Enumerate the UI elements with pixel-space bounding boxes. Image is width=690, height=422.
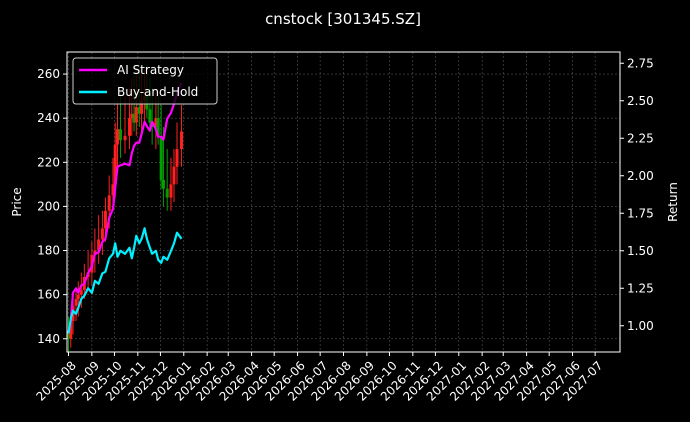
left-tick-label: 140: [37, 332, 60, 346]
candle-body: [67, 332, 71, 339]
candle-body: [103, 210, 107, 229]
candle-body: [180, 131, 184, 150]
candle-body: [128, 118, 132, 136]
right-tick-label: 1.75: [627, 206, 654, 220]
left-tick-label: 200: [37, 199, 60, 213]
right-tick-label: 1.00: [627, 319, 654, 333]
candle-body: [100, 228, 104, 240]
right-y-axis: 1.00 1.25 1.50 1.75 2.00 2.25 2.50 2.75: [620, 56, 654, 333]
candle-body: [111, 184, 115, 196]
left-tick-label: 160: [37, 288, 60, 302]
candle-body: [137, 107, 141, 114]
candle-body: [154, 118, 158, 127]
right-axis-label: Return: [666, 182, 680, 222]
candle-body: [130, 113, 134, 119]
buy-and-hold-line: [67, 227, 183, 334]
candle-body: [148, 109, 152, 123]
chart-title: cnstock [301345.SZ]: [265, 10, 421, 28]
right-tick-label: 2.75: [627, 56, 654, 70]
left-y-axis: 140 160 180 200 220 240 260: [37, 67, 67, 346]
left-axis-label: Price: [10, 187, 24, 216]
candle-body: [113, 144, 117, 185]
candle-body: [175, 149, 179, 167]
legend: AI Strategy Buy-and-Hold: [72, 57, 218, 105]
candle-body: [169, 184, 173, 198]
candle-body: [118, 129, 122, 141]
candle-body: [140, 100, 144, 114]
right-tick-label: 2.00: [627, 169, 654, 183]
legend-bh-label: Buy-and-Hold: [117, 85, 198, 99]
left-tick-label: 180: [37, 244, 60, 258]
series-lines: [67, 82, 183, 334]
candle-body: [115, 129, 119, 145]
candle-body: [79, 290, 83, 295]
candle-body: [69, 321, 73, 339]
right-tick-label: 2.50: [627, 94, 654, 108]
right-tick-label: 1.25: [627, 281, 654, 295]
candle-body: [165, 188, 169, 198]
ai-strategy-line: [67, 82, 183, 334]
candle-body: [97, 239, 101, 251]
candle-body: [156, 118, 160, 136]
candle-body: [76, 294, 80, 300]
left-tick-label: 240: [37, 111, 60, 125]
candle-body: [159, 135, 163, 180]
left-tick-label: 260: [37, 67, 60, 81]
left-tick-label: 220: [37, 155, 60, 169]
candle-body: [172, 166, 176, 185]
legend-box: [72, 57, 218, 105]
candle-body: [161, 179, 165, 189]
candle-body: [134, 107, 138, 123]
right-tick-label: 1.50: [627, 244, 654, 258]
candle-body: [132, 113, 136, 123]
candle-body: [74, 299, 78, 306]
candle-body: [123, 135, 127, 141]
candle-body: [107, 195, 111, 211]
legend-ai-label: AI Strategy: [117, 63, 184, 77]
right-tick-label: 2.25: [627, 131, 654, 145]
